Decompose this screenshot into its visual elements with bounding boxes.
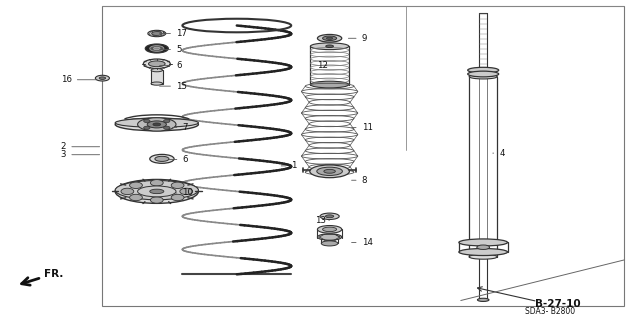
Ellipse shape — [95, 75, 109, 81]
Ellipse shape — [152, 32, 162, 35]
Ellipse shape — [320, 213, 339, 219]
Text: 6: 6 — [169, 155, 188, 164]
Circle shape — [129, 182, 142, 189]
Ellipse shape — [147, 121, 166, 128]
Text: 14: 14 — [351, 238, 372, 247]
Ellipse shape — [459, 239, 508, 246]
Circle shape — [143, 126, 150, 130]
Text: 1: 1 — [281, 161, 297, 170]
Text: 11: 11 — [351, 123, 372, 132]
Ellipse shape — [326, 45, 333, 48]
Circle shape — [129, 194, 142, 201]
Ellipse shape — [150, 154, 174, 163]
Ellipse shape — [155, 156, 169, 161]
Ellipse shape — [323, 36, 337, 41]
Ellipse shape — [477, 245, 490, 249]
Ellipse shape — [317, 34, 342, 42]
Ellipse shape — [150, 46, 164, 51]
Text: 16: 16 — [61, 75, 97, 84]
Text: 7: 7 — [172, 123, 188, 132]
Ellipse shape — [153, 123, 161, 126]
Text: 4: 4 — [493, 149, 505, 158]
Circle shape — [164, 126, 170, 130]
Ellipse shape — [326, 215, 334, 218]
Ellipse shape — [151, 82, 163, 85]
Ellipse shape — [323, 227, 337, 232]
Circle shape — [143, 119, 150, 122]
Text: 6: 6 — [159, 61, 182, 70]
Ellipse shape — [321, 241, 338, 246]
Ellipse shape — [310, 43, 349, 49]
Ellipse shape — [326, 37, 333, 39]
Text: 2: 2 — [61, 142, 100, 151]
Circle shape — [172, 182, 184, 189]
Circle shape — [150, 197, 163, 203]
Ellipse shape — [115, 118, 198, 127]
Ellipse shape — [115, 181, 198, 200]
Ellipse shape — [150, 189, 164, 194]
Text: B-27-10: B-27-10 — [535, 299, 580, 309]
Ellipse shape — [115, 118, 198, 131]
Text: 10: 10 — [175, 189, 193, 197]
Text: FR.: FR. — [44, 269, 63, 279]
Text: SDA3- B2800: SDA3- B2800 — [525, 307, 575, 315]
Ellipse shape — [317, 167, 342, 175]
Ellipse shape — [469, 255, 497, 259]
Ellipse shape — [310, 81, 349, 88]
Ellipse shape — [477, 298, 489, 301]
Circle shape — [180, 188, 193, 195]
Circle shape — [121, 188, 134, 195]
Ellipse shape — [143, 59, 170, 69]
Circle shape — [150, 180, 163, 186]
Text: 15: 15 — [159, 82, 187, 91]
Ellipse shape — [310, 165, 349, 178]
Text: 8: 8 — [351, 176, 367, 185]
Ellipse shape — [469, 74, 497, 79]
Text: 3: 3 — [61, 150, 100, 159]
Ellipse shape — [459, 249, 508, 256]
Text: 12: 12 — [317, 61, 328, 70]
Text: 13: 13 — [315, 216, 330, 225]
Ellipse shape — [115, 179, 198, 204]
Ellipse shape — [317, 226, 342, 233]
Ellipse shape — [154, 47, 160, 50]
Ellipse shape — [151, 69, 163, 72]
Circle shape — [172, 194, 184, 201]
Text: 17: 17 — [159, 29, 187, 38]
Ellipse shape — [148, 61, 165, 67]
Text: 5: 5 — [159, 45, 182, 54]
Bar — [151, 70, 163, 84]
Ellipse shape — [468, 67, 499, 73]
Ellipse shape — [468, 71, 499, 77]
Bar — [102, 6, 624, 306]
Circle shape — [164, 119, 170, 122]
Ellipse shape — [317, 234, 342, 240]
Ellipse shape — [145, 44, 168, 53]
Ellipse shape — [138, 186, 176, 197]
Ellipse shape — [99, 77, 106, 79]
Ellipse shape — [324, 169, 335, 173]
Ellipse shape — [148, 30, 166, 37]
Ellipse shape — [138, 118, 176, 131]
Text: 9: 9 — [348, 34, 367, 43]
